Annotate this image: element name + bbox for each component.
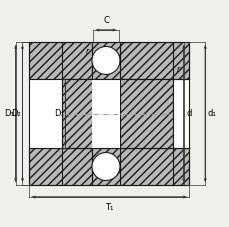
Bar bbox=[62, 79, 92, 148]
Circle shape bbox=[92, 47, 120, 74]
Text: C: C bbox=[103, 16, 109, 25]
Bar bbox=[92, 148, 120, 185]
Bar bbox=[120, 79, 172, 148]
Bar bbox=[29, 148, 92, 185]
Text: r: r bbox=[176, 65, 179, 74]
Text: T₁: T₁ bbox=[105, 203, 113, 212]
Bar bbox=[172, 79, 189, 148]
Bar bbox=[120, 148, 189, 185]
Bar bbox=[92, 42, 120, 79]
Circle shape bbox=[92, 153, 120, 180]
Text: D₂: D₂ bbox=[11, 109, 21, 118]
Text: d: d bbox=[185, 109, 191, 118]
Text: D₁: D₁ bbox=[54, 109, 64, 118]
Circle shape bbox=[92, 47, 120, 74]
Bar bbox=[29, 42, 92, 79]
Bar bbox=[29, 79, 62, 148]
Bar bbox=[120, 42, 189, 79]
Text: D₃: D₃ bbox=[4, 109, 14, 118]
Text: d₁: d₁ bbox=[207, 109, 216, 118]
Text: r: r bbox=[86, 47, 89, 56]
Circle shape bbox=[92, 153, 120, 180]
Bar bbox=[92, 79, 120, 148]
